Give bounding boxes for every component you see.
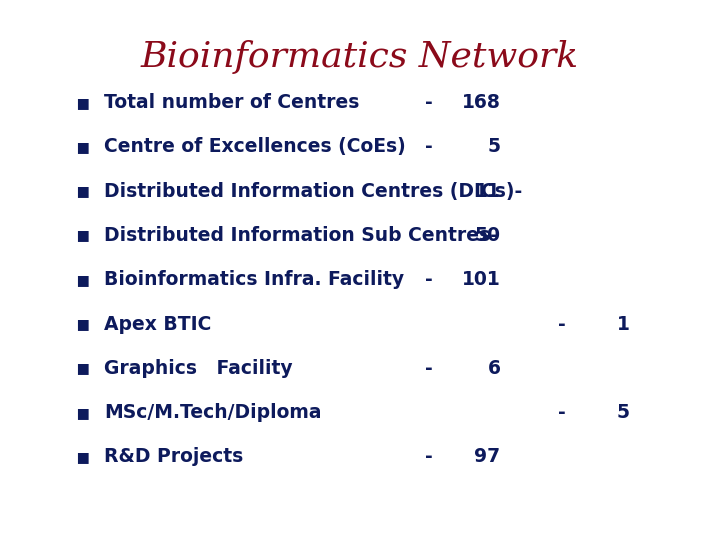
Text: -: - [425, 359, 432, 378]
Text: 5: 5 [487, 137, 500, 157]
Text: ▪: ▪ [76, 447, 90, 467]
Text: 1: 1 [617, 314, 630, 334]
Text: Bioinformatics Infra. Facility: Bioinformatics Infra. Facility [104, 270, 405, 289]
Text: MSc/M.Tech/Diploma: MSc/M.Tech/Diploma [104, 403, 322, 422]
Text: -: - [425, 93, 432, 112]
Text: -: - [425, 270, 432, 289]
Text: -: - [425, 447, 432, 467]
Text: 50: 50 [474, 226, 500, 245]
Text: ▪: ▪ [76, 92, 90, 113]
Text: ▪: ▪ [76, 269, 90, 290]
Text: ▪: ▪ [76, 225, 90, 246]
Text: Centre of Excellences (CoEs): Centre of Excellences (CoEs) [104, 137, 406, 157]
Text: ▪: ▪ [76, 181, 90, 201]
Text: Total number of Centres: Total number of Centres [104, 93, 360, 112]
Text: Graphics   Facility: Graphics Facility [104, 359, 293, 378]
Text: 6: 6 [487, 359, 500, 378]
Text: Distributed Information Sub Centres-: Distributed Information Sub Centres- [104, 226, 498, 245]
Text: R&D Projects: R&D Projects [104, 447, 243, 467]
Text: 11: 11 [474, 181, 500, 201]
Text: Distributed Information Centres (DICs)-: Distributed Information Centres (DICs)- [104, 181, 523, 201]
Text: 97: 97 [474, 447, 500, 467]
Text: ▪: ▪ [76, 137, 90, 157]
Text: ▪: ▪ [76, 314, 90, 334]
Text: -: - [558, 403, 565, 422]
Text: 5: 5 [617, 403, 630, 422]
Text: 101: 101 [462, 270, 500, 289]
Text: Bioinformatics Network: Bioinformatics Network [141, 40, 579, 75]
Text: Apex BTIC: Apex BTIC [104, 314, 212, 334]
Text: ▪: ▪ [76, 402, 90, 423]
Text: -: - [558, 314, 565, 334]
Text: -: - [425, 137, 432, 157]
Text: ▪: ▪ [76, 358, 90, 379]
Text: 168: 168 [462, 93, 500, 112]
